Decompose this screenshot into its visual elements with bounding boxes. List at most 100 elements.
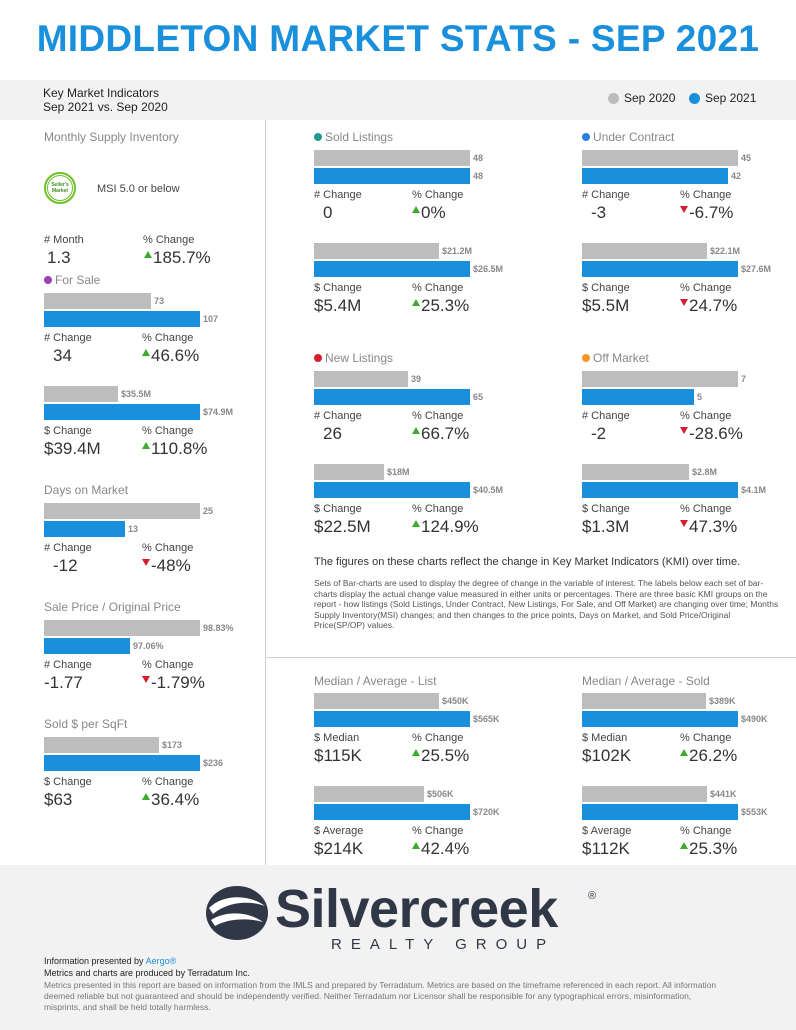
sold_price-median-bar-curr xyxy=(582,711,738,727)
sale_price_ratio-data-pct-value: -1.79% xyxy=(142,673,205,693)
list_price-median-pct-label: % Change xyxy=(412,732,464,744)
under_contract-volume-pct-text: 24.7% xyxy=(689,296,738,315)
under_contract-title: Under Contract xyxy=(582,130,674,144)
description-title: The figures on these charts reflect the … xyxy=(314,556,741,568)
sale_price_ratio-data-bar-curr xyxy=(44,638,130,654)
sold_per_sqft-data-change-label: $ Change xyxy=(44,776,92,788)
sold_price-average-bar-curr-label: $553K xyxy=(741,807,768,817)
sale_price_ratio-data-bar-prev xyxy=(44,620,200,636)
kmi-line-2: Sep 2021 vs. Sep 2020 xyxy=(43,100,168,114)
logo-registered: ® xyxy=(588,890,597,902)
sold_listings-count-bar-curr-label: 48 xyxy=(473,171,484,181)
under_contract-count-change-label: # Change xyxy=(582,189,630,201)
sold_per_sqft-title-text: Sold $ per SqFt xyxy=(44,717,128,731)
for_sale-count-bar-curr-label: 107 xyxy=(203,314,219,324)
new_listings-volume-bar-prev-label: $18M xyxy=(387,467,410,477)
sold_listings-count-bar-prev xyxy=(314,150,470,166)
legend-curr-label: Sep 2021 xyxy=(705,91,757,105)
for_sale-count-bar-curr xyxy=(44,311,200,327)
sold_price-average-bar-curr xyxy=(582,804,738,820)
sold_per_sqft-title: Sold $ per SqFt xyxy=(44,717,127,731)
legend-prev: Sep 2020 xyxy=(608,91,675,105)
days_on_market-data-bar-curr xyxy=(44,521,125,537)
company-logo: Silvercreek ® REALTY GROUP xyxy=(205,878,605,958)
for_sale-volume-change-value: $39.4M xyxy=(44,439,101,458)
sale_price_ratio-data-change-label: # Change xyxy=(44,659,92,671)
swoosh-logo-icon xyxy=(206,886,268,940)
off_market-volume-bar-prev-label: $2.8M xyxy=(692,467,718,477)
under_contract-count-pct-text: -6.7% xyxy=(689,203,734,222)
sold_per_sqft-data-bar-prev xyxy=(44,737,159,753)
days_on_market-data-change-label: # Change xyxy=(44,542,92,554)
msi-title: Monthly Supply Inventory xyxy=(44,130,179,144)
days_on_market-data-bar-prev xyxy=(44,503,200,519)
sold_listings-count-pct-text: 0% xyxy=(421,203,446,222)
down-arrow-icon xyxy=(680,298,688,306)
list_price-title: Median / Average - List xyxy=(314,674,437,688)
presented-by-prefix: Information presented by xyxy=(44,956,146,966)
header-band xyxy=(0,80,796,120)
off_market-count-change-label: # Change xyxy=(582,410,630,422)
days_on_market-data-pct-label: % Change xyxy=(142,542,194,554)
sold_listings-count-pct-value: 0% xyxy=(412,203,446,223)
up-arrow-icon xyxy=(680,841,688,849)
sold_listings-volume-pct-label: % Change xyxy=(412,282,464,294)
sold_price-average-change-value: $112K xyxy=(582,839,630,858)
off_market-volume-change-value: $1.3M xyxy=(582,517,630,536)
sold_listings-title-text: Sold Listings xyxy=(325,130,394,144)
off_market-count-pct-text: -28.6% xyxy=(689,424,743,443)
under_contract-title-text: Under Contract xyxy=(593,130,675,144)
off_market-volume-bar-prev xyxy=(582,464,689,480)
new_listings-title: New Listings xyxy=(314,351,393,365)
up-arrow-icon xyxy=(412,426,420,434)
new_listings-volume-change-value: $22.5M xyxy=(314,517,371,536)
under_contract-volume-bar-curr xyxy=(582,261,738,277)
new_listings-count-bar-curr xyxy=(314,389,470,405)
sold_listings-volume-pct-value: 25.3% xyxy=(412,296,469,316)
for_sale-volume-bar-prev-label: $35.5M xyxy=(121,389,152,399)
under_contract-volume-pct-value: 24.7% xyxy=(680,296,737,316)
sellers-market-badge: Seller's Market xyxy=(44,172,76,204)
for_sale-volume-bar-curr-label: $74.9M xyxy=(203,407,234,417)
sold_listings-count-change-value: 0 xyxy=(323,203,333,222)
column-divider xyxy=(265,120,266,865)
sold_per_sqft-data-change-value: $63 xyxy=(44,790,73,809)
list_price-average-change-label: $ Average xyxy=(314,825,364,837)
off_market-count-bar-prev-label: 7 xyxy=(741,374,747,384)
sold_price-average-bar-prev-label: $441K xyxy=(710,789,737,799)
list_price-title-text: Median / Average - List xyxy=(314,674,437,688)
sold_price-average-pct-text: 25.3% xyxy=(689,839,738,858)
up-arrow-icon xyxy=(680,748,688,756)
for_sale-count-change-value: 34 xyxy=(53,346,72,365)
up-arrow-icon xyxy=(412,748,420,756)
under_contract-volume-bar-prev xyxy=(582,243,707,259)
legend-prev-swatch xyxy=(608,92,619,104)
footer-band xyxy=(0,865,796,1030)
logo-subtitle: REALTY GROUP xyxy=(331,936,556,953)
sold_per_sqft-data-pct-value: 36.4% xyxy=(142,790,199,810)
sale_price_ratio-data-pct-text: -1.79% xyxy=(151,673,205,692)
for_sale-volume-change-label: $ Change xyxy=(44,425,92,437)
sellers-market-badge-text: Seller's Market xyxy=(47,175,73,201)
up-arrow-icon xyxy=(412,841,420,849)
sold_price-median-change-label: $ Median xyxy=(582,732,628,744)
list_price-median-pct-text: 25.5% xyxy=(421,746,470,765)
new_listings-count-bar-curr-label: 65 xyxy=(473,392,484,402)
sold_listings-volume-bar-curr xyxy=(314,261,470,277)
off_market-volume-pct-label: % Change xyxy=(680,503,732,515)
list_price-median-change-label: $ Median xyxy=(314,732,360,744)
sold_listings-volume-bar-prev xyxy=(314,243,439,259)
aergo-link[interactable]: Aergo® xyxy=(145,956,177,966)
sold_listings-volume-bar-prev-label: $21.2M xyxy=(442,246,473,256)
sold_per_sqft-data-pct-label: % Change xyxy=(142,776,194,788)
new_listings-volume-bar-curr xyxy=(314,482,470,498)
sold_listings-count-change-label: # Change xyxy=(314,189,362,201)
down-arrow-icon xyxy=(680,519,688,527)
under_contract-volume-change-label: $ Change xyxy=(582,282,630,294)
down-arrow-icon xyxy=(680,426,688,434)
days_on_market-data-bar-curr-label: 13 xyxy=(128,524,139,534)
off_market-count-pct-label: % Change xyxy=(680,410,732,422)
list_price-average-bar-curr xyxy=(314,804,470,820)
sold_listings-volume-pct-text: 25.3% xyxy=(421,296,470,315)
new_listings-count-pct-text: 66.7% xyxy=(421,424,470,443)
